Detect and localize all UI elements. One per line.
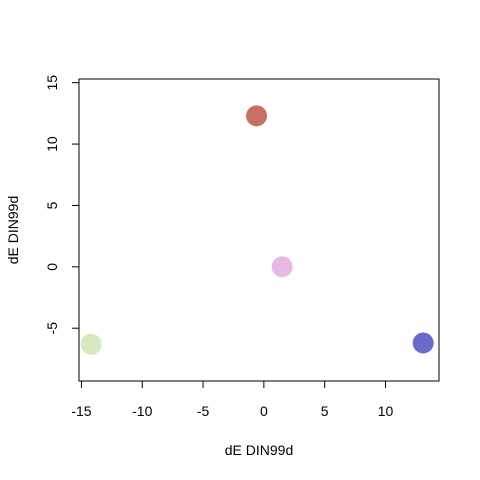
data-points	[80, 105, 434, 355]
y-tick-label: -5	[44, 322, 60, 335]
data-point	[80, 333, 102, 355]
y-tick-label: 10	[44, 136, 60, 152]
x-axis-label: dE DIN99d	[225, 442, 293, 458]
data-point	[412, 332, 434, 354]
y-tick-label: 15	[44, 75, 60, 91]
x-tick-label: 5	[321, 403, 329, 419]
y-tick-label: 5	[44, 201, 60, 209]
y-axis-label: dE DIN99d	[5, 196, 21, 264]
x-tick-label: 0	[260, 403, 268, 419]
y-tick-label: 0	[44, 263, 60, 271]
data-point	[271, 256, 293, 278]
x-tick-label: -5	[197, 403, 210, 419]
x-axis: -15 -10 -5 0 5 10	[71, 380, 394, 419]
x-tick-label: -15	[71, 403, 91, 419]
x-tick-label: -10	[132, 403, 152, 419]
y-axis: -5 0 5 10 15	[44, 75, 80, 335]
data-point	[246, 105, 268, 127]
x-tick-label: 10	[378, 403, 394, 419]
